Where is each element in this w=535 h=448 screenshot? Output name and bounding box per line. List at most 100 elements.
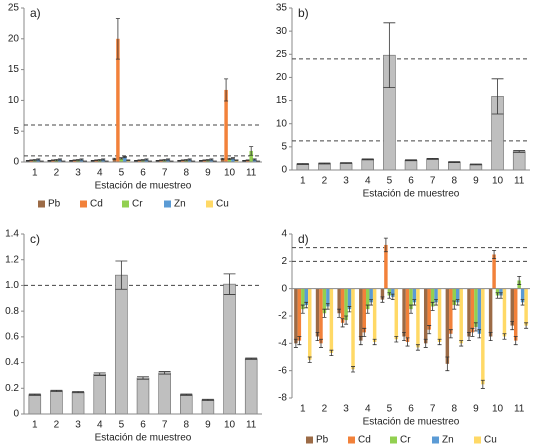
x-tick-label: 3 [343, 404, 349, 415]
y-tick-label: -8 [278, 393, 287, 404]
legend-swatch [38, 200, 45, 208]
error-bar [325, 303, 330, 310]
bar [467, 288, 471, 337]
error-bar [209, 158, 214, 161]
error-bar [50, 389, 63, 392]
legend-swatch [390, 436, 397, 444]
error-bar [502, 333, 507, 340]
error-bar [126, 159, 131, 161]
legend-label: Zn [174, 199, 186, 210]
x-tick-label: 9 [473, 176, 479, 187]
y-tick-label: -4 [278, 338, 287, 349]
bar [180, 394, 193, 415]
bar [512, 151, 526, 171]
error-bar [205, 159, 210, 162]
bar [245, 160, 250, 162]
error-bar [488, 332, 493, 341]
error-bar [249, 146, 254, 156]
error-bar [28, 393, 41, 396]
bar [365, 288, 370, 310]
bar [223, 283, 236, 415]
bar [391, 288, 395, 297]
bar [188, 159, 192, 162]
error-bar [318, 162, 331, 165]
y-tick-label: 0 [281, 283, 287, 294]
error-bar [455, 299, 460, 306]
y-tick-label: 0.2 [5, 383, 19, 394]
bar [394, 288, 399, 340]
error-bar [69, 160, 74, 162]
x-tick-label: 8 [451, 404, 457, 415]
bar [488, 288, 493, 337]
x-tick-label: 8 [183, 168, 189, 179]
error-bar [369, 299, 374, 306]
error-bar [54, 159, 59, 162]
y-tick-label: -6 [278, 365, 287, 376]
bar [126, 160, 131, 162]
bar [123, 157, 127, 162]
bar [437, 288, 442, 342]
bar [495, 288, 500, 296]
error-bar [220, 157, 225, 160]
bar [137, 160, 142, 162]
error-bar [448, 161, 461, 163]
error-bar [137, 159, 142, 161]
bar [202, 160, 207, 162]
error-bar [293, 338, 298, 348]
error-bar [234, 159, 239, 161]
bar [344, 288, 348, 321]
bar [452, 288, 457, 306]
error-bar [25, 160, 30, 162]
bar [477, 288, 482, 334]
error-bar [365, 304, 370, 314]
error-bar [499, 292, 504, 299]
bar [159, 160, 163, 162]
error-bar [520, 299, 525, 306]
bar [372, 288, 377, 342]
x-tick-label: 8 [183, 420, 189, 431]
error-bar [426, 158, 439, 160]
bar [510, 288, 514, 326]
error-bar [115, 260, 128, 290]
y-tick-label: 0.4 [5, 357, 19, 368]
bar [434, 288, 438, 303]
error-bar [318, 338, 323, 348]
bar [319, 288, 323, 344]
x-tick-label: 11 [246, 168, 257, 179]
error-bar [466, 332, 471, 341]
error-bar [180, 393, 193, 396]
error-bar [473, 322, 478, 332]
x-tick-label: 7 [162, 420, 168, 431]
error-bar [480, 379, 485, 389]
x-axis-title: Estación de muestreo [95, 433, 192, 444]
bar [384, 244, 388, 289]
error-bar [491, 78, 504, 115]
x-tick-label: 1 [300, 176, 306, 187]
bar [294, 288, 298, 344]
error-bar [47, 160, 52, 162]
y-tick-label: 25 [276, 49, 288, 60]
bar [244, 358, 258, 415]
error-bar [510, 321, 515, 331]
error-bar [224, 78, 229, 102]
error-bar [387, 292, 392, 299]
error-bar [144, 158, 149, 161]
bar [339, 162, 353, 171]
error-bar [452, 300, 457, 310]
bar [430, 288, 435, 307]
legend-swatch [306, 436, 313, 444]
legend-label: Cr [132, 199, 143, 210]
error-bar [469, 163, 482, 166]
error-bar [242, 160, 247, 162]
bar [58, 159, 62, 162]
error-bar [437, 338, 442, 346]
bar [93, 373, 106, 415]
error-bar [412, 299, 417, 306]
error-bar [112, 157, 117, 160]
error-bar [90, 160, 95, 162]
error-bar [427, 325, 432, 335]
x-tick-label: 11 [514, 404, 525, 415]
bar [322, 288, 327, 314]
bar [101, 159, 105, 162]
x-tick-label: 4 [97, 420, 103, 431]
